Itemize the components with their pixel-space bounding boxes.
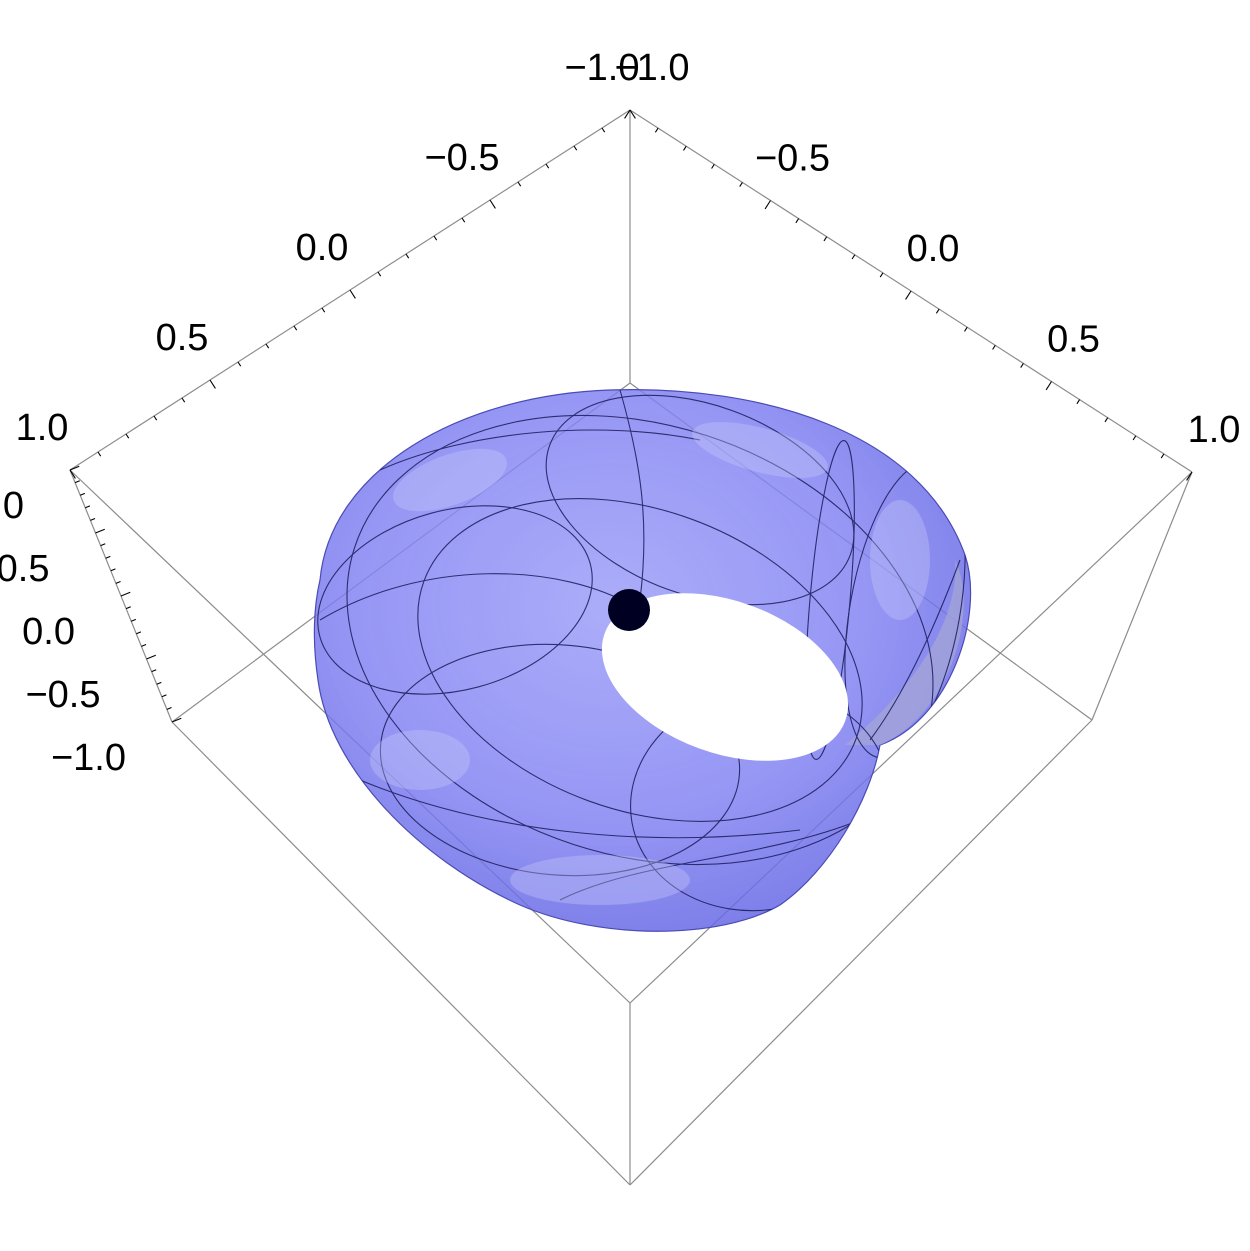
z-axis-tick (110, 568, 116, 572)
z-axis-tick (85, 505, 91, 509)
axis-ticks (69, 109, 1193, 723)
x-axis-tick (377, 271, 382, 277)
x-axis-tick (517, 181, 522, 187)
surface-highlights (370, 422, 930, 905)
marker-point (608, 589, 650, 631)
z-axis-tick (125, 606, 131, 610)
y-axis-tick (992, 345, 996, 350)
x-axis-tick-label: 1.0 (16, 407, 69, 449)
z-axis-tick (130, 618, 137, 622)
x-axis-tick-label: 0.0 (296, 227, 349, 269)
box-edge (171, 721, 631, 1186)
z-axis-tick (100, 543, 106, 547)
z-axis-tick (105, 555, 111, 559)
y-axis-tick (1186, 471, 1193, 481)
x-axis-tick (153, 415, 158, 421)
z-axis-tick-label: −1.0 (51, 737, 126, 779)
x-axis-tick (209, 379, 216, 389)
z-axis-tick (69, 465, 80, 471)
y-axis-tick (964, 326, 968, 332)
y-axis-tick (823, 236, 828, 242)
torus-body (313, 389, 972, 932)
y-axis-tick (935, 308, 940, 314)
x-axis-tick-label: −0.5 (424, 137, 499, 179)
x-axis-tick-label: 0.5 (156, 317, 209, 359)
z-axis-tick-label: 1.0 (0, 485, 24, 527)
y-axis-tick (1160, 453, 1165, 459)
torus-surface (313, 389, 972, 932)
y-axis-tick-label: 0.0 (907, 228, 960, 270)
x-axis-tick (545, 163, 550, 169)
z-axis-tick (115, 581, 121, 584)
z-axis-tick (141, 644, 147, 647)
axis-tick-labels: 1.00.50.0−0.5−1.0−1.0−0.50.00.51.01.00.5… (0, 47, 1240, 779)
z-axis-tick (161, 694, 167, 698)
box-edge (1091, 471, 1193, 721)
x-axis-tick (405, 253, 410, 259)
z-axis-tick (146, 654, 156, 660)
z-axis-tick (156, 681, 162, 685)
y-axis-tick (683, 145, 687, 151)
y-axis-tick (795, 218, 800, 224)
torus-inner-wall (845, 560, 964, 745)
y-axis-tick-label: 0.5 (1047, 319, 1100, 361)
y-axis-tick (1132, 435, 1137, 441)
x-axis-tick (69, 469, 76, 479)
y-axis-tick (851, 254, 856, 260)
y-axis-tick (879, 272, 884, 278)
x-axis-tick (573, 145, 578, 151)
z-axis-tick-label: −0.5 (25, 674, 100, 716)
x-axis-tick (237, 361, 242, 367)
z-axis-tick (74, 480, 80, 484)
x-axis-tick (629, 109, 636, 119)
y-axis-tick (739, 182, 743, 187)
z-axis-tick (136, 631, 142, 635)
y-axis-tick (1104, 417, 1109, 423)
z-axis-tick (95, 528, 105, 534)
z-axis-tick (151, 669, 157, 673)
x-axis-tick (461, 217, 466, 223)
y-axis-tick (905, 290, 912, 300)
x-axis-tick (265, 343, 270, 349)
y-axis-tick (1076, 399, 1081, 405)
z-axis-tick-label: 0.0 (22, 611, 75, 653)
x-axis-tick (181, 397, 186, 403)
x-axis-tick (97, 451, 102, 457)
y-axis-tick-label: 1.0 (1188, 409, 1241, 451)
y-axis-tick (1045, 381, 1052, 391)
x-axis-tick (433, 235, 438, 241)
y-axis-tick-label: −1.0 (614, 47, 689, 89)
z-axis-tick (120, 591, 131, 597)
box-edge (629, 719, 1093, 1186)
y-axis-tick (624, 109, 631, 119)
y-axis-tick (654, 127, 659, 133)
y-axis-tick-label: −0.5 (755, 138, 830, 180)
x-axis-tick (125, 433, 130, 439)
x-axis-tick (349, 289, 356, 299)
y-axis-tick (711, 164, 715, 169)
z-axis-tick (90, 518, 96, 521)
z-axis-tick (171, 717, 182, 723)
x-axis-tick (293, 325, 298, 331)
x-axis-tick (601, 127, 606, 133)
y-axis-tick (1020, 363, 1024, 368)
y-axis-tick (764, 200, 771, 210)
x-axis-tick (321, 307, 326, 313)
x-axis-tick (489, 199, 496, 209)
z-axis-tick (166, 707, 172, 710)
x-axis-tick-label: −1.0 (564, 47, 639, 89)
z-axis-tick (79, 492, 86, 496)
z-axis-tick-label: 0.5 (0, 548, 50, 590)
